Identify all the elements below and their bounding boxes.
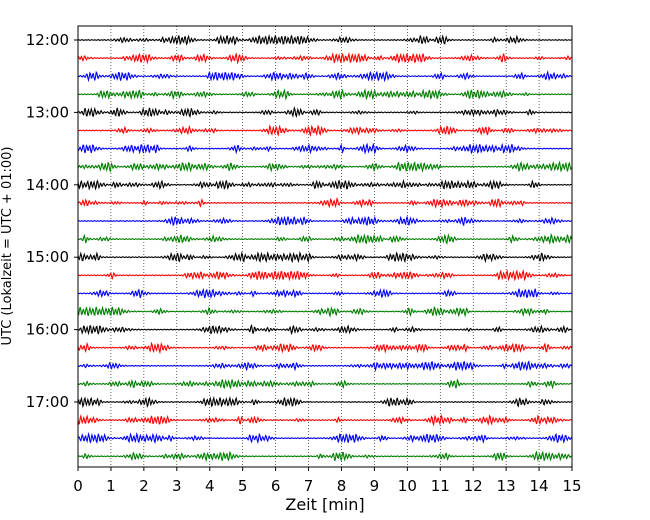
trace-line bbox=[77, 378, 572, 390]
trace-line bbox=[78, 124, 572, 137]
y-tick-label: 13:00 bbox=[26, 103, 69, 121]
trace-line bbox=[77, 323, 572, 336]
seismic-traces bbox=[77, 33, 573, 463]
trace-line bbox=[77, 51, 572, 65]
x-tick-label: 4 bbox=[205, 477, 215, 495]
x-tick-label: 5 bbox=[238, 477, 248, 495]
trace-line bbox=[77, 305, 572, 318]
trace-line bbox=[77, 33, 572, 46]
trace-line bbox=[77, 341, 572, 355]
x-tick-label: 10 bbox=[398, 477, 417, 495]
trace-line bbox=[77, 87, 572, 101]
x-tick-label: 13 bbox=[497, 477, 516, 495]
plot-frame bbox=[77, 25, 573, 468]
y-tick-label: 16:00 bbox=[26, 321, 69, 339]
trace-line bbox=[77, 287, 572, 299]
x-tick-label: 1 bbox=[106, 477, 116, 495]
trace-line bbox=[77, 232, 573, 245]
x-tick-label: 6 bbox=[271, 477, 281, 495]
trace-line bbox=[77, 106, 572, 119]
trace-line bbox=[77, 269, 572, 282]
x-tick-label: 14 bbox=[530, 477, 549, 495]
x-tick-label: 8 bbox=[337, 477, 347, 495]
trace-line bbox=[77, 197, 572, 210]
y-axis-label: UTC (Lokalzeit = UTC + 01:00) bbox=[0, 147, 15, 346]
trace-line bbox=[77, 178, 572, 191]
trace-line bbox=[77, 395, 572, 409]
trace-line bbox=[77, 360, 572, 372]
x-axis-ticks: 0 1 2 3 4 5 6 7 8 9 10 11 12 13 14 15 bbox=[73, 467, 582, 495]
y-tick-label: 17:00 bbox=[26, 393, 69, 411]
y-tick-label: 15:00 bbox=[26, 248, 69, 266]
trace-line bbox=[77, 250, 572, 264]
trace-line bbox=[77, 160, 573, 174]
y-axis-ticks: 12:00 13:00 14:00 15:00 16:00 17:00 bbox=[26, 31, 78, 411]
x-tick-label: 12 bbox=[464, 477, 483, 495]
y-tick-label: 14:00 bbox=[26, 176, 69, 194]
x-tick-label: 0 bbox=[73, 477, 83, 495]
x-tick-label: 15 bbox=[562, 477, 581, 495]
trace-line bbox=[77, 450, 572, 463]
x-tick-label: 7 bbox=[304, 477, 314, 495]
x-tick-label: 11 bbox=[431, 477, 450, 495]
trace-line bbox=[77, 70, 572, 83]
x-tick-label: 3 bbox=[172, 477, 182, 495]
x-axis-label: Zeit [min] bbox=[285, 495, 364, 514]
y-tick-label: 12:00 bbox=[26, 31, 69, 49]
trace-line bbox=[77, 142, 572, 155]
x-tick-label: 2 bbox=[139, 477, 149, 495]
x-tick-label: 9 bbox=[370, 477, 380, 495]
trace-line bbox=[77, 413, 572, 427]
trace-line bbox=[77, 431, 572, 445]
trace-line bbox=[77, 215, 572, 227]
